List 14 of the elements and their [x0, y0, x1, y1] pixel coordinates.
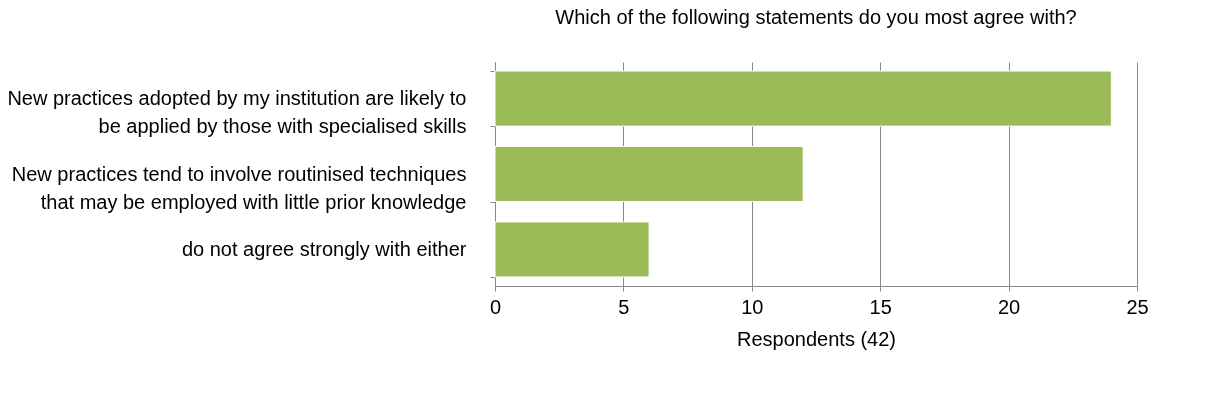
y-tick-label: do not agree strongly with either: [181, 237, 467, 260]
bar: [494, 221, 650, 278]
bar: [494, 70, 1112, 127]
x-tick-label: 20: [997, 295, 1021, 318]
x-tick-label: 5: [618, 295, 630, 318]
x-tick-label: 10: [741, 295, 764, 318]
chart-title: Which of the following statements do you most agree with?: [555, 6, 1077, 28]
bar: [494, 145, 804, 203]
x-axis-title: Respondents (42): [737, 327, 896, 350]
x-tick-label: 0: [489, 295, 502, 318]
y-tick-label: New practices tend to involve routinised techniques that may be employed with little prior knowledge: [11, 162, 467, 213]
y-tick-label: New practices adopted by my institution are likely to be applied by those with specialised skills: [7, 87, 467, 138]
x-tick-label: 25: [1126, 295, 1149, 318]
x-tick-label: 15: [869, 295, 892, 318]
